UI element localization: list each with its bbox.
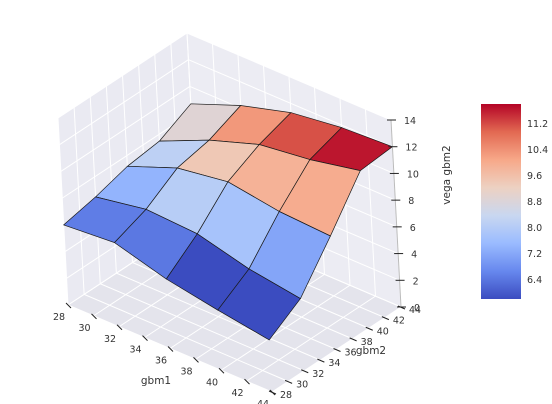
x-tick-label: 34: [129, 345, 141, 356]
z-tick-label: 6: [410, 223, 416, 234]
z-tick-label: 12: [405, 143, 417, 154]
y-tick-label: 34: [328, 358, 340, 369]
colorbar: 6.4 7.2 8.0 8.8 9.6 10.4 11.2: [481, 104, 548, 299]
x-tick-label: 32: [104, 334, 116, 345]
axis-labels: gbm1 gbm2 vega gbm2: [141, 145, 453, 387]
y-tick-label: 42: [393, 316, 405, 327]
tick-labels: 2830323436384042442830323436384042440246…: [53, 116, 421, 404]
z-tick-label: 2: [413, 276, 419, 287]
axis-ticks: [65, 119, 406, 396]
z-axis-label: vega gbm2: [441, 145, 453, 204]
y-tick-label: 28: [280, 390, 292, 401]
x-tick-mark: [142, 335, 148, 341]
grid-line-left-z: [59, 59, 189, 146]
x-tick-mark: [218, 367, 225, 374]
z-tick-label: 0: [414, 303, 420, 314]
x-tick-label: 38: [180, 366, 192, 377]
x-tick-label: 36: [155, 356, 167, 367]
grid-line-left-z: [57, 32, 188, 119]
colorbar-tick-label: 8.8: [527, 197, 542, 208]
colorbar-tick-label: 8.0: [527, 223, 542, 234]
colorbar-tick-label: 10.4: [527, 145, 548, 156]
y-tick-mark: [317, 358, 325, 363]
x-tick-mark: [116, 324, 123, 331]
x-tick-label: 44: [257, 399, 269, 404]
z-tick-label: 8: [408, 196, 414, 207]
z-tick-label: 14: [404, 116, 416, 127]
y-tick-label: 32: [312, 369, 324, 380]
grid-line-floor-y: [100, 283, 305, 372]
y-tick-mark: [365, 326, 373, 331]
x-tick-label: 40: [206, 377, 218, 388]
grid-line-left-y: [89, 96, 101, 284]
y-tick-mark: [268, 390, 277, 395]
y-tick-mark: [349, 337, 357, 342]
grid-line-left-z: [62, 112, 192, 199]
x-tick-mark: [167, 346, 174, 352]
x-tick-mark: [193, 357, 199, 363]
y-tick-label: 30: [296, 379, 308, 390]
y-tick-mark: [301, 369, 309, 374]
y-tick-mark: [381, 316, 390, 321]
x-tick-label: 28: [53, 312, 65, 323]
grid-line-floor-y: [83, 293, 289, 382]
grid-line-back-z: [186, 32, 392, 121]
z-tick-label: 10: [407, 169, 419, 180]
grid-line-left-z: [60, 86, 191, 172]
colorbar-tick-label: 6.4: [527, 275, 542, 286]
x-tick-label: 30: [78, 323, 90, 334]
y-tick-mark: [284, 379, 293, 384]
z-tick-label: 4: [411, 250, 417, 261]
y-tick-label: 40: [377, 326, 389, 337]
surface-patch: [217, 268, 301, 341]
surface: [63, 103, 394, 341]
colorbar-tick-label: 11.2: [527, 119, 548, 130]
colorbar-tick-label: 9.6: [527, 171, 542, 182]
grid-line-floor-y: [116, 272, 321, 361]
grid-line-back-z: [188, 59, 393, 148]
x-tick-mark: [244, 378, 250, 385]
colorbar-tick-label: 7.2: [527, 249, 542, 260]
x-tick-mark: [91, 313, 97, 320]
x-axis-label: gbm1: [141, 375, 171, 387]
grid-line-left-y: [57, 117, 69, 306]
y-tick-label: 36: [344, 348, 356, 359]
y-axis-label: gbm2: [356, 345, 386, 357]
x-tick-label: 42: [231, 388, 243, 399]
grid-line-left-y: [73, 107, 85, 295]
x-tick-mark: [65, 302, 72, 309]
y-tick-label: 44: [409, 305, 421, 316]
y-tick-mark: [333, 348, 341, 352]
colorbar-fill: [481, 104, 521, 299]
z-axis-line: [390, 119, 402, 308]
y-tick-label: 38: [361, 337, 373, 348]
